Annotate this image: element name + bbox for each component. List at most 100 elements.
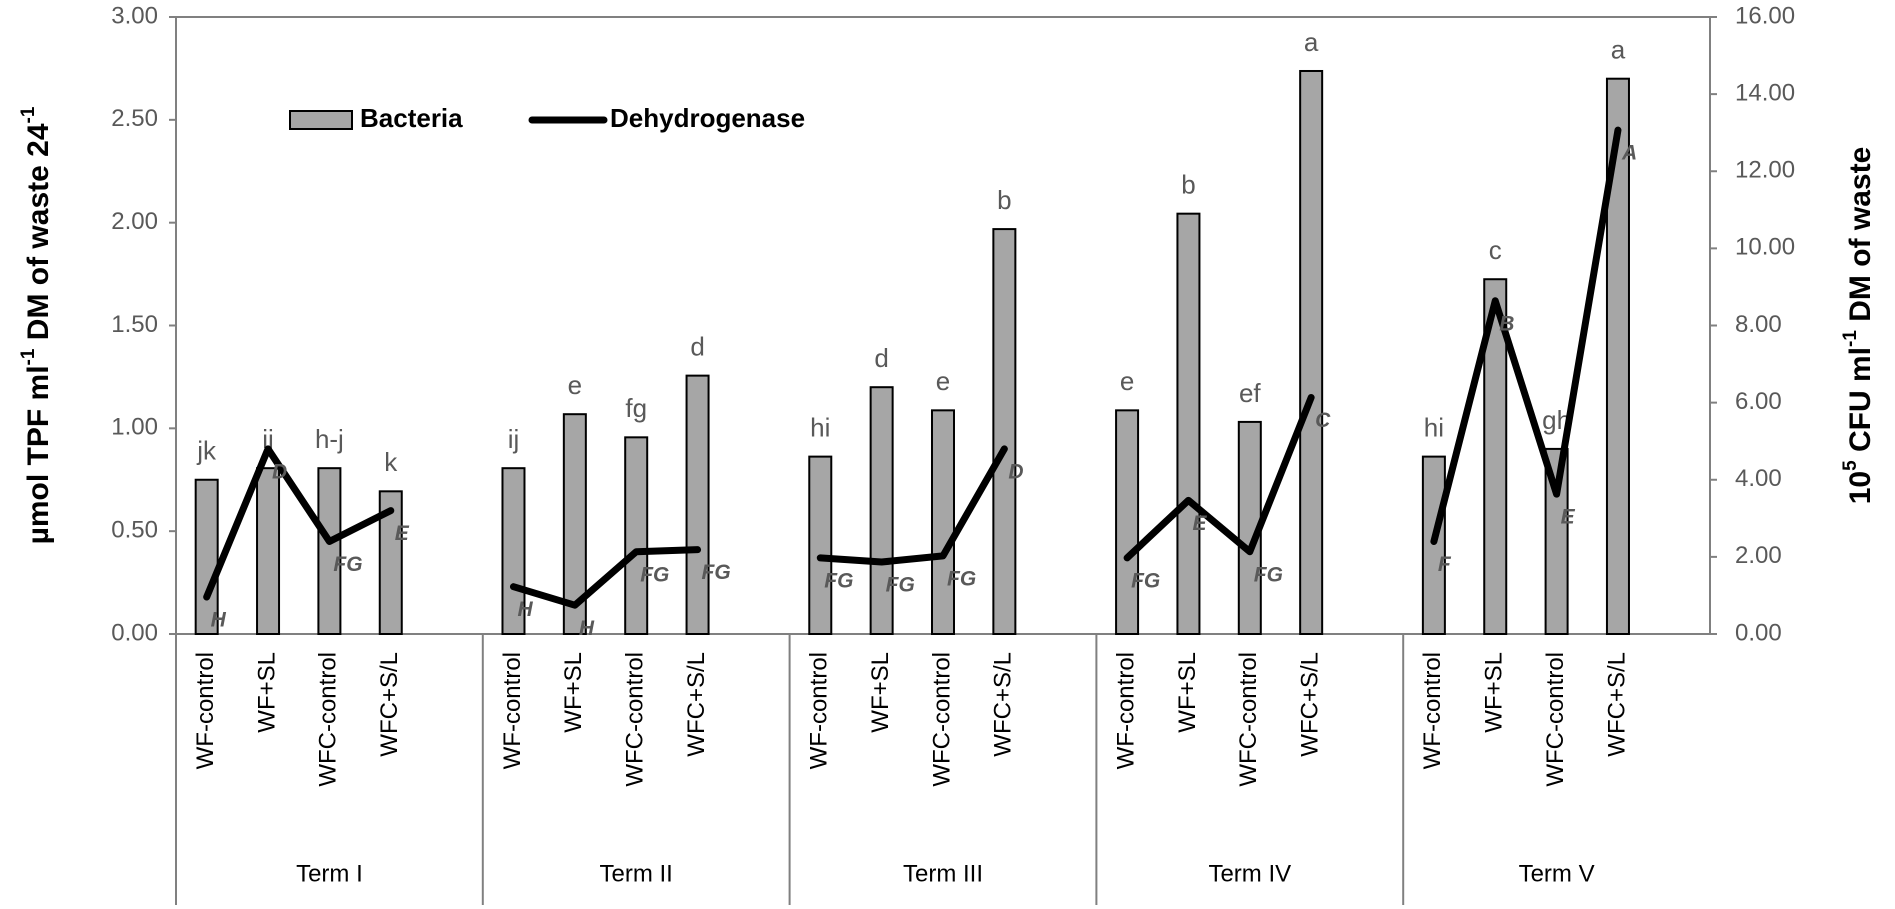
bar-letter: jk [196, 436, 217, 466]
y2-axis-label-part: 10 [1844, 471, 1877, 504]
legend-label: Dehydrogenase [610, 103, 805, 133]
y2-axis-label-part: CFU ml [1844, 347, 1877, 460]
line-letter: E [1192, 512, 1207, 535]
y2-axis-label-part: 5 [1840, 460, 1861, 471]
legend-label: Bacteria [360, 103, 463, 133]
bar [256, 467, 281, 635]
x-tick-label: WF+SL [1174, 652, 1201, 733]
y2-tick-label: 12.00 [1735, 157, 1795, 184]
y2-tick-label: 4.00 [1735, 465, 1782, 492]
x-tick-label: WF-control [1419, 652, 1446, 769]
bar [1421, 455, 1446, 635]
y2-tick-label: 6.00 [1735, 388, 1782, 415]
x-tick-label: WF-control [499, 652, 526, 769]
x-tick-label: WFC-control [928, 652, 955, 787]
bar-letter: d [690, 332, 704, 362]
line [203, 445, 395, 601]
x-tick-label: WF-control [1112, 652, 1139, 769]
bar [869, 386, 894, 636]
x-tick-label: WFC-control [1542, 652, 1569, 787]
line-letter: FG [333, 553, 362, 576]
bar [992, 228, 1017, 635]
bar [1115, 409, 1140, 635]
x-tick-label: WF+SL [560, 652, 587, 733]
bar-letter: ij [262, 424, 274, 454]
x-tick-label: WFC-control [315, 652, 342, 787]
line-letter: FG [824, 569, 853, 592]
bar [808, 455, 833, 635]
line [1430, 126, 1622, 545]
bar-letter: d [874, 343, 888, 373]
y-axis-label-part: -1 [18, 348, 39, 365]
legend-swatch [289, 110, 353, 130]
line-letter: D [1008, 460, 1023, 483]
line-letter: H [211, 609, 227, 632]
x-tick-label: WFC-control [622, 652, 649, 787]
line-letter: D [272, 460, 287, 483]
bar-letter: ij [508, 424, 520, 454]
group-label: Term I [296, 860, 363, 887]
line [1123, 393, 1315, 562]
y-tick-label: 1.00 [111, 414, 158, 441]
line-letter: FG [1131, 569, 1160, 592]
bar-letter: b [997, 185, 1011, 215]
y2-axis-label-part: DM of waste [1844, 147, 1877, 330]
x-tick-label: WFC+S/L [1603, 652, 1630, 757]
x-tick-label: WFC+S/L [376, 652, 403, 757]
bar-letter: a [1611, 35, 1626, 65]
bar [317, 467, 342, 635]
bar [1483, 278, 1508, 635]
bar [501, 467, 526, 635]
line-letter: C [1315, 409, 1331, 432]
bar [378, 490, 403, 635]
bar-letter: e [1120, 366, 1134, 396]
x-tick-label: WF-control [806, 652, 833, 769]
group-label: Term IV [1208, 860, 1291, 887]
bar-letter: hi [810, 412, 830, 442]
bar-letter: fg [625, 393, 647, 423]
bar [1544, 447, 1569, 635]
line-letter: FG [702, 561, 731, 584]
y-axis-label-part: -1 [18, 106, 39, 123]
bar [1176, 212, 1201, 635]
y2-tick-label: 10.00 [1735, 234, 1795, 261]
y-axis-label-part: µmol TPF ml [22, 365, 55, 544]
x-tick-label: WFC+S/L [1297, 652, 1324, 757]
y-tick-label: 0.00 [111, 619, 158, 646]
line-letter: FG [886, 574, 915, 597]
x-tick-label: WF+SL [253, 652, 280, 733]
line-letter: F [1438, 553, 1452, 576]
bar-letter: h-j [315, 424, 344, 454]
x-tick-label: WFC+S/L [683, 652, 710, 757]
bar-letter: hi [1424, 412, 1444, 442]
y-tick-label: 0.50 [111, 517, 158, 544]
y2-tick-label: 8.00 [1735, 311, 1782, 338]
line-letter: FG [1254, 563, 1283, 586]
bar [1299, 69, 1324, 636]
bar-letter: c [1489, 235, 1502, 265]
bar-letter: e [936, 366, 950, 396]
group-label: Term III [903, 860, 983, 887]
line [816, 445, 1008, 566]
bar-letter: a [1304, 27, 1319, 57]
x-tick-label: WF-control [192, 652, 219, 769]
y2-axis-label-part: -1 [1840, 330, 1861, 347]
bar [624, 436, 649, 635]
y-axis-label-part: DM of waste 24 [22, 123, 55, 348]
y-tick-label: 1.50 [111, 311, 158, 338]
y2-tick-label: 16.00 [1735, 2, 1795, 29]
x-tick-label: WF+SL [867, 652, 894, 733]
bar [562, 413, 587, 635]
line-letter: B [1499, 312, 1514, 335]
y-tick-label: 2.00 [111, 208, 158, 235]
y2-tick-label: 0.00 [1735, 619, 1782, 646]
bar [194, 478, 219, 635]
line-letter: E [395, 522, 410, 545]
line-letter: H [517, 598, 533, 621]
bar-letter: b [1181, 170, 1195, 200]
bar-letter: k [384, 447, 398, 477]
x-tick-label: WF+SL [1481, 652, 1508, 733]
y-tick-label: 2.50 [111, 105, 158, 132]
bar [1605, 77, 1630, 635]
line-letter: FG [947, 567, 976, 590]
